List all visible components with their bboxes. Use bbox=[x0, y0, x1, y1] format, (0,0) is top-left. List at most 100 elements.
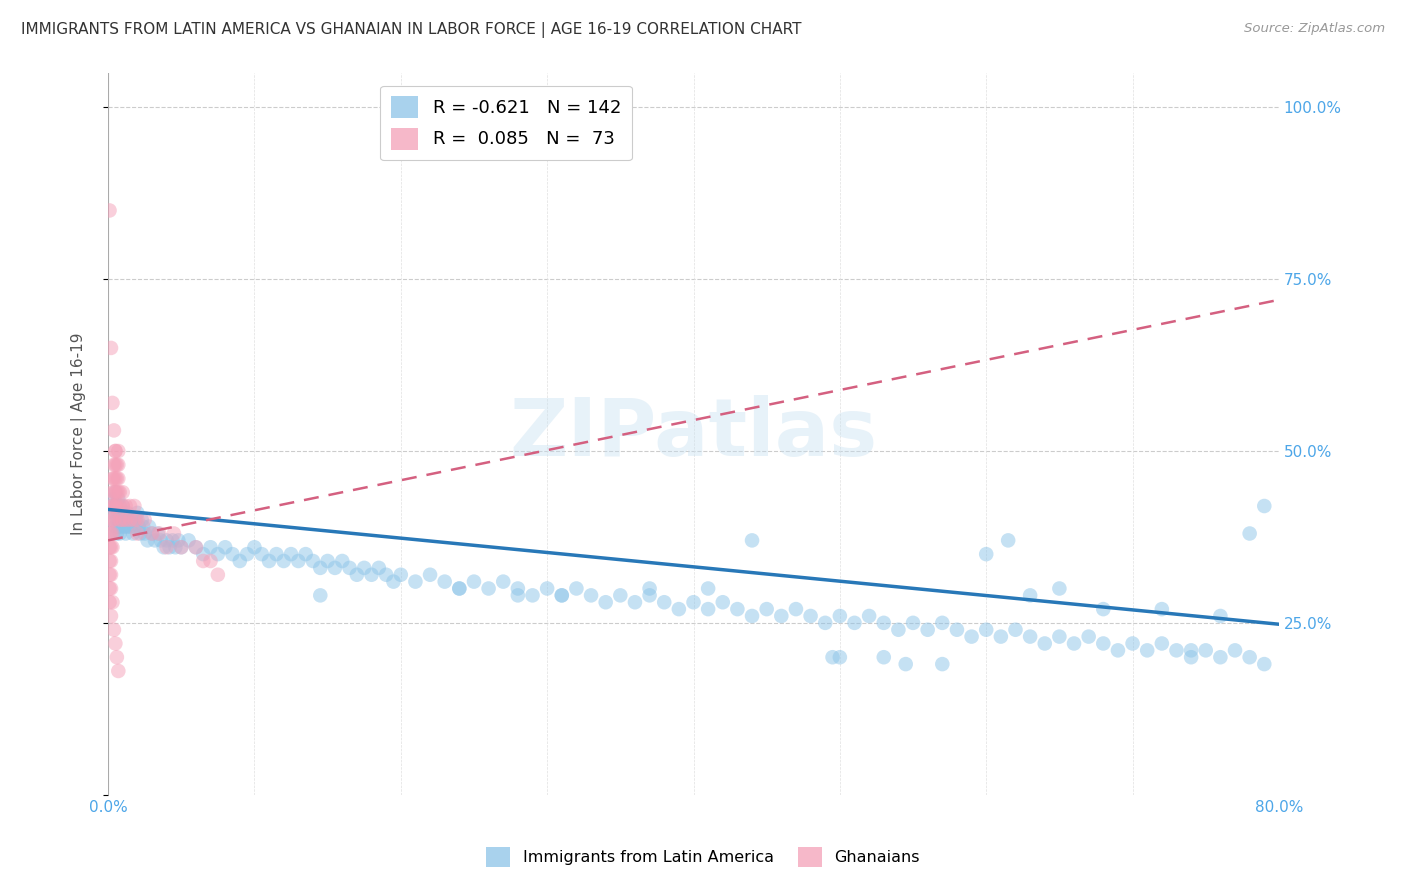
Point bbox=[101, 541, 124, 555]
Point bbox=[100, 541, 122, 555]
Point bbox=[100, 341, 122, 355]
Point bbox=[844, 615, 866, 630]
Point bbox=[236, 547, 259, 561]
Point bbox=[115, 506, 138, 520]
Point bbox=[755, 602, 778, 616]
Point bbox=[1092, 602, 1115, 616]
Point bbox=[1063, 636, 1085, 650]
Point bbox=[104, 485, 127, 500]
Point bbox=[1253, 499, 1275, 513]
Point bbox=[162, 533, 184, 548]
Point bbox=[100, 526, 122, 541]
Point bbox=[1019, 588, 1042, 602]
Point bbox=[184, 541, 207, 555]
Point bbox=[404, 574, 426, 589]
Point bbox=[101, 499, 124, 513]
Point bbox=[103, 458, 125, 472]
Point bbox=[108, 499, 131, 513]
Point bbox=[107, 664, 129, 678]
Point bbox=[917, 623, 939, 637]
Point bbox=[449, 582, 471, 596]
Point bbox=[131, 513, 153, 527]
Point bbox=[257, 554, 280, 568]
Point bbox=[100, 554, 122, 568]
Point bbox=[108, 513, 131, 527]
Point bbox=[138, 519, 160, 533]
Point bbox=[214, 541, 236, 555]
Point bbox=[141, 526, 163, 541]
Point bbox=[112, 519, 135, 533]
Point bbox=[118, 519, 141, 533]
Point bbox=[266, 547, 288, 561]
Point bbox=[287, 554, 309, 568]
Point bbox=[107, 444, 129, 458]
Point bbox=[652, 595, 675, 609]
Point bbox=[98, 554, 121, 568]
Point bbox=[107, 519, 129, 533]
Point bbox=[595, 595, 617, 609]
Point bbox=[98, 203, 121, 218]
Point bbox=[887, 623, 910, 637]
Point bbox=[579, 588, 602, 602]
Point bbox=[104, 444, 127, 458]
Point bbox=[100, 567, 122, 582]
Point bbox=[1033, 636, 1056, 650]
Point bbox=[125, 513, 148, 527]
Point bbox=[294, 547, 316, 561]
Point bbox=[121, 513, 143, 527]
Point bbox=[112, 506, 135, 520]
Point bbox=[98, 526, 121, 541]
Y-axis label: In Labor Force | Age 16-19: In Labor Force | Age 16-19 bbox=[72, 333, 87, 535]
Point bbox=[1209, 650, 1232, 665]
Point bbox=[141, 526, 163, 541]
Point bbox=[725, 602, 748, 616]
Point bbox=[124, 499, 146, 513]
Point bbox=[419, 567, 441, 582]
Point bbox=[433, 574, 456, 589]
Point bbox=[551, 588, 574, 602]
Point bbox=[229, 554, 252, 568]
Point bbox=[104, 444, 127, 458]
Point bbox=[104, 485, 127, 500]
Point bbox=[463, 574, 485, 589]
Point bbox=[127, 526, 149, 541]
Point bbox=[134, 513, 156, 527]
Point bbox=[100, 609, 122, 624]
Point bbox=[100, 582, 122, 596]
Point bbox=[118, 513, 141, 527]
Point bbox=[506, 588, 529, 602]
Point bbox=[1253, 657, 1275, 672]
Point bbox=[104, 519, 127, 533]
Point bbox=[110, 506, 132, 520]
Point bbox=[103, 492, 125, 507]
Point bbox=[1047, 630, 1070, 644]
Point bbox=[101, 513, 124, 527]
Point bbox=[1195, 643, 1218, 657]
Point bbox=[873, 615, 896, 630]
Point bbox=[200, 554, 222, 568]
Point bbox=[103, 506, 125, 520]
Point bbox=[110, 519, 132, 533]
Point bbox=[449, 582, 471, 596]
Point bbox=[103, 424, 125, 438]
Point bbox=[170, 541, 193, 555]
Point bbox=[638, 582, 661, 596]
Point bbox=[107, 506, 129, 520]
Point bbox=[478, 582, 501, 596]
Point bbox=[316, 554, 339, 568]
Point bbox=[177, 533, 200, 548]
Point bbox=[136, 533, 159, 548]
Point bbox=[624, 595, 647, 609]
Point bbox=[101, 526, 124, 541]
Point bbox=[107, 471, 129, 485]
Point bbox=[828, 609, 851, 624]
Point bbox=[711, 595, 734, 609]
Point bbox=[104, 499, 127, 513]
Point bbox=[1047, 582, 1070, 596]
Point bbox=[100, 499, 122, 513]
Point bbox=[323, 561, 346, 575]
Point bbox=[389, 567, 412, 582]
Point bbox=[302, 554, 325, 568]
Point bbox=[346, 567, 368, 582]
Text: ZIPatlas: ZIPatlas bbox=[509, 395, 877, 473]
